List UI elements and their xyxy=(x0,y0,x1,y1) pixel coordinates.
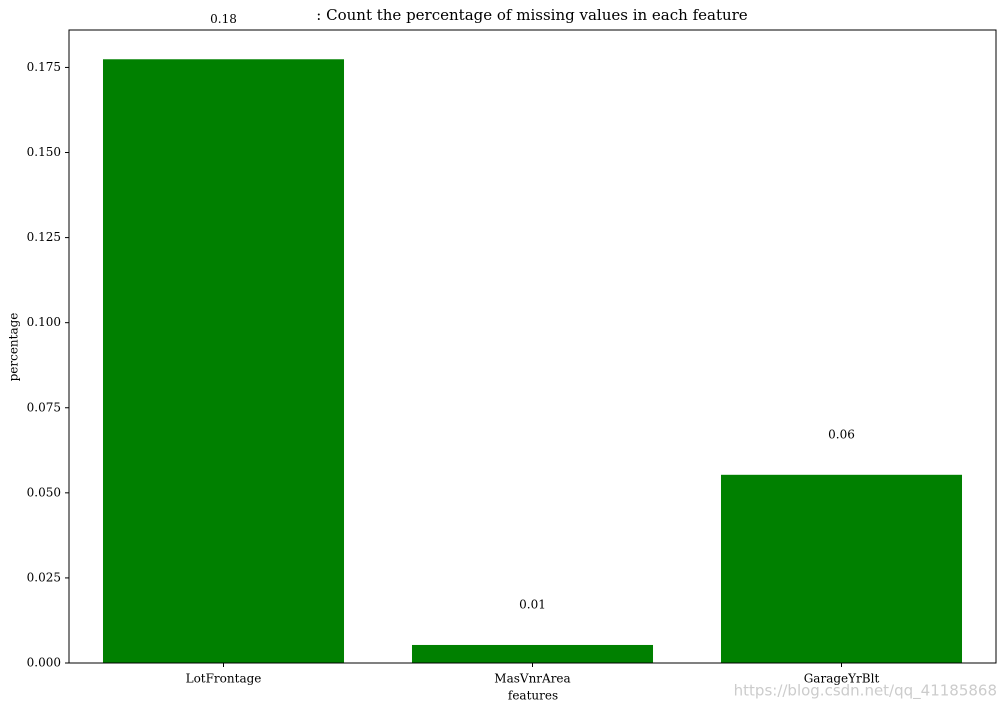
value-label: 0.18 xyxy=(210,12,237,26)
y-tick-label: 0.175 xyxy=(27,60,61,74)
y-tick-label: 0.150 xyxy=(27,145,61,159)
x-axis-label: features xyxy=(508,689,558,703)
plot-frame xyxy=(68,29,997,664)
value-label: 0.01 xyxy=(519,597,546,611)
chart-title: : Count the percentage of missing values… xyxy=(316,6,748,24)
bar xyxy=(411,644,654,663)
y-tick-label: 0.100 xyxy=(27,315,61,329)
bar xyxy=(720,474,963,663)
y-tick-label: 0.025 xyxy=(27,570,61,584)
x-tick-label: LotFrontage xyxy=(186,672,262,686)
y-tick-label: 0.075 xyxy=(27,400,61,414)
watermark: https://blog.csdn.net/qq_41185868 xyxy=(734,682,997,701)
y-axis-label: percentage xyxy=(7,313,21,382)
y-tick-label: 0.050 xyxy=(27,485,61,499)
x-tick-label: MasVnrArea xyxy=(494,672,570,686)
bar xyxy=(102,59,345,663)
y-tick-label: 0.000 xyxy=(27,656,61,670)
value-label: 0.06 xyxy=(828,427,855,441)
y-tick-label: 0.125 xyxy=(27,230,61,244)
x-tick-label: GarageYrBlt xyxy=(804,672,880,686)
